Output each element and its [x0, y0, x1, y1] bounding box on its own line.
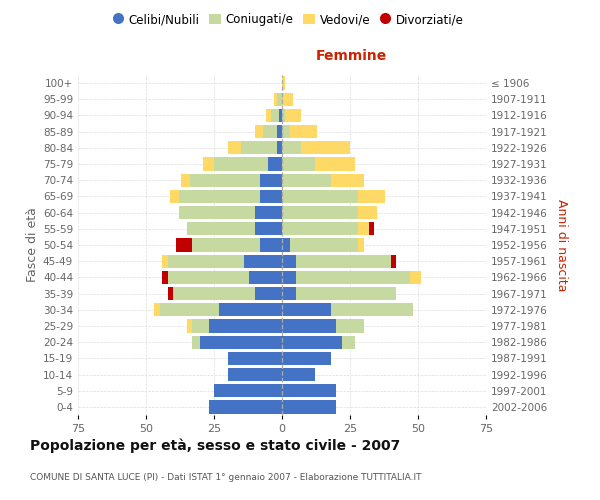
Bar [282, 270, 296, 284]
Bar [227, 141, 241, 154]
Bar [163, 254, 168, 268]
Bar [214, 384, 282, 398]
Bar [209, 400, 282, 413]
Bar [209, 320, 282, 332]
Bar [163, 270, 168, 284]
Bar [282, 254, 296, 268]
Bar [154, 303, 160, 316]
Bar [260, 190, 282, 203]
Bar [282, 141, 301, 154]
Bar [410, 270, 421, 284]
Bar [277, 125, 282, 138]
Bar [282, 303, 331, 316]
Bar [358, 206, 377, 220]
Bar [331, 303, 413, 316]
Bar [192, 238, 260, 252]
Text: COMUNE DI SANTA LUCE (PI) - Dati ISTAT 1° gennaio 2007 - Elaborazione TUTTITALIA: COMUNE DI SANTA LUCE (PI) - Dati ISTAT 1… [30, 473, 421, 482]
Bar [277, 92, 282, 106]
Bar [282, 222, 358, 235]
Bar [282, 400, 337, 413]
Bar [179, 190, 260, 203]
Bar [282, 287, 296, 300]
Bar [220, 303, 282, 316]
Bar [369, 222, 374, 235]
Bar [282, 174, 331, 187]
Bar [296, 287, 396, 300]
Bar [282, 76, 285, 90]
Bar [282, 158, 314, 170]
Bar [358, 238, 364, 252]
Bar [282, 92, 293, 106]
Bar [296, 270, 410, 284]
Bar [285, 109, 301, 122]
Bar [250, 270, 282, 284]
Bar [176, 238, 192, 252]
Bar [391, 254, 396, 268]
Bar [282, 238, 290, 252]
Bar [214, 158, 268, 170]
Bar [255, 125, 263, 138]
Bar [227, 368, 282, 381]
Bar [277, 141, 282, 154]
Bar [282, 336, 342, 349]
Y-axis label: Anni di nascita: Anni di nascita [554, 198, 568, 291]
Bar [192, 320, 209, 332]
Bar [290, 238, 358, 252]
Bar [271, 109, 279, 122]
Text: Popolazione per età, sesso e stato civile - 2007: Popolazione per età, sesso e stato civil… [30, 438, 400, 453]
Bar [203, 158, 214, 170]
Bar [282, 190, 358, 203]
Bar [282, 320, 337, 332]
Bar [282, 109, 285, 122]
Bar [244, 254, 282, 268]
Bar [282, 368, 314, 381]
Y-axis label: Fasce di età: Fasce di età [26, 208, 39, 282]
Bar [282, 206, 358, 220]
Bar [266, 109, 271, 122]
Bar [255, 206, 282, 220]
Text: Femmine: Femmine [316, 49, 387, 63]
Bar [342, 336, 355, 349]
Bar [200, 336, 282, 349]
Bar [170, 190, 179, 203]
Bar [192, 336, 200, 349]
Bar [331, 174, 364, 187]
Bar [241, 141, 277, 154]
Bar [282, 384, 337, 398]
Bar [282, 125, 290, 138]
Bar [358, 190, 385, 203]
Bar [190, 174, 260, 187]
Bar [187, 320, 192, 332]
Bar [337, 320, 364, 332]
Bar [255, 287, 282, 300]
Bar [290, 125, 317, 138]
Bar [314, 158, 355, 170]
Bar [301, 141, 350, 154]
Bar [227, 352, 282, 365]
Bar [268, 158, 282, 170]
Bar [179, 206, 255, 220]
Bar [279, 109, 282, 122]
Bar [282, 352, 331, 365]
Bar [260, 238, 282, 252]
Bar [160, 303, 220, 316]
Bar [168, 270, 250, 284]
Bar [255, 222, 282, 235]
Bar [260, 174, 282, 187]
Bar [168, 287, 173, 300]
Bar [358, 222, 369, 235]
Bar [263, 125, 277, 138]
Bar [173, 287, 255, 300]
Bar [274, 92, 277, 106]
Legend: Celibi/Nubili, Coniugati/e, Vedovi/e, Divorziati/e: Celibi/Nubili, Coniugati/e, Vedovi/e, Di… [107, 8, 469, 31]
Bar [181, 174, 190, 187]
Bar [168, 254, 244, 268]
Bar [296, 254, 391, 268]
Bar [187, 222, 255, 235]
